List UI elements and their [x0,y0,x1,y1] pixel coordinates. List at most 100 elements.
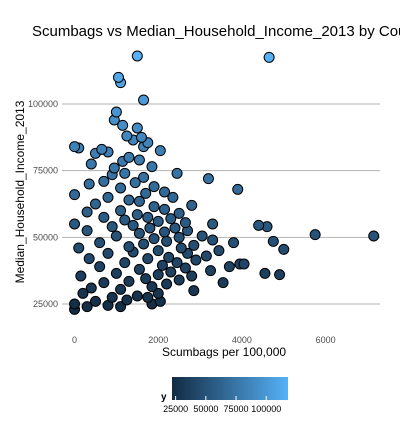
data-point [133,195,145,207]
data-point [142,291,154,303]
data-point [136,131,147,143]
data-point [142,211,154,223]
data-point [98,277,110,289]
data-point [169,222,181,234]
data-point [119,257,131,269]
data-point [69,141,81,153]
y-tick-label: 100000 [28,99,58,109]
data-point [123,241,135,253]
data-point [94,261,106,273]
data-point [85,158,97,170]
data-point [152,269,164,281]
data-point [102,247,114,259]
data-point [140,187,152,199]
data-point [140,273,152,285]
data-point [165,266,177,278]
data-point [129,177,141,189]
data-point [133,263,145,275]
data-point [190,254,202,266]
data-point [123,151,135,163]
legend-tick-label: 25000 [163,404,188,414]
legend-tick-label: 75000 [224,404,249,414]
data-point [106,221,118,233]
data-point [309,229,321,241]
data-point [152,245,164,257]
data-point [121,294,133,306]
data-point [131,50,143,62]
data-point [110,230,122,242]
data-point [238,258,250,270]
data-point [156,259,168,271]
data-point [146,281,158,293]
data-point [267,235,279,247]
data-point [117,119,129,131]
data-point [81,225,93,237]
data-point [259,267,271,279]
data-point [167,191,179,203]
data-point [85,282,97,294]
data-point [146,161,158,173]
data-point [171,167,183,179]
data-point [253,219,265,231]
data-point [179,217,191,229]
data-point [152,215,164,227]
legend-colorbar [172,377,288,400]
data-point [186,270,198,282]
data-point [144,222,156,234]
data-point [278,243,290,255]
data-point [138,238,150,250]
data-point [161,235,173,247]
data-point [75,270,87,282]
y-tick-label: 50000 [33,232,58,242]
data-point [207,234,219,246]
data-point [81,301,93,313]
color-legend: y 25000 50000 75000 100000 [161,377,288,414]
data-point [131,209,143,221]
data-point [121,130,133,142]
data-point [69,189,81,201]
data-point [274,269,286,281]
data-point [217,277,229,289]
data-point [142,253,154,265]
data-point [119,214,131,226]
x-tick-label: 2000 [148,335,168,345]
data-point [171,257,183,269]
data-point [73,242,85,254]
data-point [127,219,139,231]
data-point [102,191,114,203]
data-point [159,226,171,238]
data-point [223,261,235,273]
data-point [173,207,185,219]
data-point [138,171,150,183]
data-point [213,245,225,257]
data-point [115,301,127,313]
chart-title: Scumbags vs Median_Household_Income_2013… [32,23,400,40]
data-point [196,230,208,242]
x-tick-label: 4000 [232,335,252,345]
legend-tick-label: 50000 [193,404,218,414]
data-point [110,106,122,118]
gridlines [62,103,380,305]
y-axis-label: Median_Household_Income_2013 [13,100,27,283]
data-point [232,183,244,195]
data-point [108,162,120,174]
data-point [186,199,198,211]
data-point [165,213,177,225]
data-point [123,275,135,287]
data-point [98,175,110,187]
data-point [263,51,275,63]
data-point [69,298,81,310]
data-point [131,290,143,302]
data-point [202,173,214,185]
data-point [98,211,110,223]
data-point [123,194,135,206]
data-point [89,295,101,307]
data-point [112,71,124,83]
data-point [81,206,93,218]
data-point [94,237,106,249]
data-point [173,231,185,243]
data-point [205,265,217,277]
data-point [69,218,81,230]
legend-tick-label: 100000 [251,404,281,414]
